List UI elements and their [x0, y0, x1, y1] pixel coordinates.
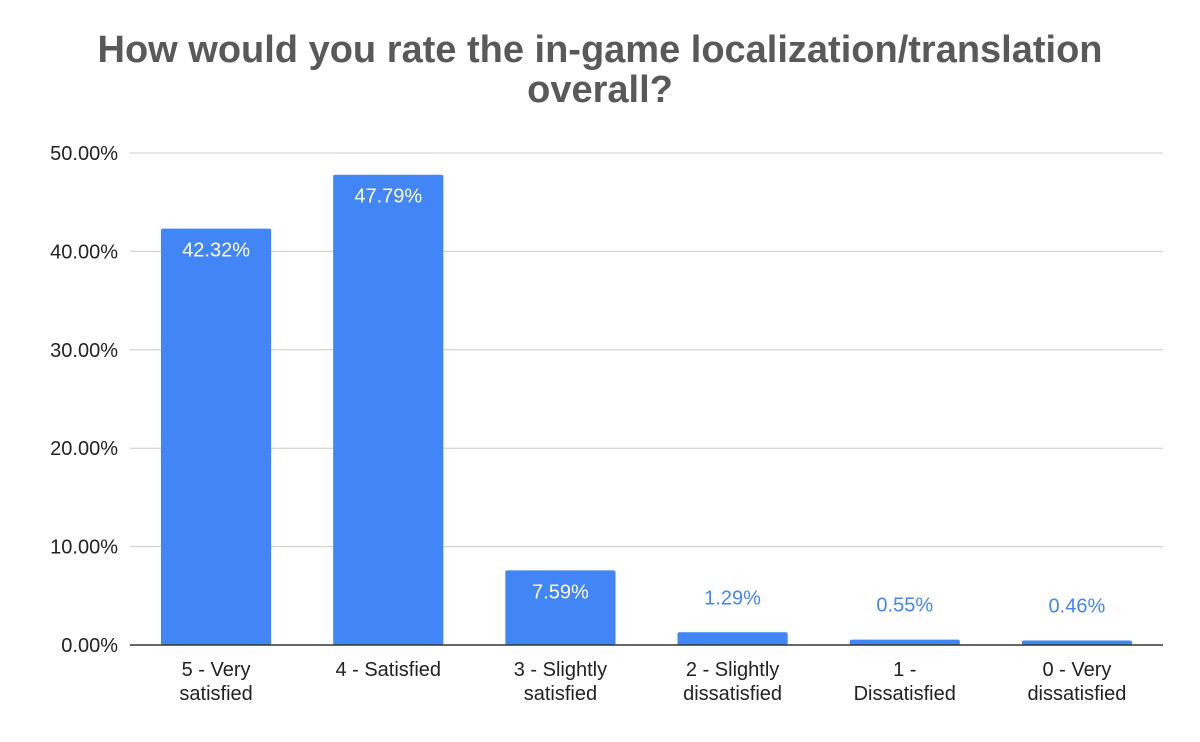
chart-title-line-2: overall?	[527, 69, 673, 111]
data-label: 0.55%	[876, 595, 933, 617]
bar	[849, 639, 960, 645]
x-category-label-line: dissatisfied	[683, 683, 782, 705]
data-label: 42.32%	[182, 240, 250, 262]
data-label: 1.29%	[704, 587, 761, 609]
data-labels: 42.32% 47.79% 7.59% 1.29% 0.55% 0.46%	[182, 186, 1105, 618]
x-category-label-line: 0 - Very	[1042, 659, 1111, 681]
bar	[505, 570, 616, 645]
y-tick-label: 10.00%	[50, 537, 118, 559]
y-axis-tick-labels: 0.00% 10.00% 20.00% 30.00% 40.00% 50.00%	[50, 143, 118, 657]
x-category-label-line: satisfied	[179, 683, 252, 705]
y-tick-label: 20.00%	[50, 438, 118, 460]
data-label: 7.59%	[532, 581, 589, 603]
data-label: 0.46%	[1049, 595, 1106, 617]
bar	[1021, 640, 1133, 645]
x-category-label-line: 2 - Slightly	[686, 659, 779, 681]
x-category-label: 5 - Very satisfied	[179, 659, 252, 705]
x-category-label: 2 - Slightly dissatisfied	[683, 659, 782, 705]
bar	[333, 174, 444, 645]
x-category-label-line: satisfied	[524, 683, 597, 705]
bar	[160, 228, 272, 645]
x-category-label-line: dissatisfied	[1027, 683, 1126, 705]
bars	[160, 174, 1133, 645]
y-tick-label: 40.00%	[50, 241, 118, 263]
x-category-label-line: 4 - Satisfied	[335, 659, 441, 681]
x-category-label-line: Dissatisfied	[854, 683, 956, 705]
y-tick-label: 30.00%	[50, 340, 118, 362]
x-category-label-line: 1 -	[893, 659, 916, 681]
x-category-label-line: 3 - Slightly	[514, 659, 607, 681]
x-category-label: 4 - Satisfied	[335, 659, 441, 681]
bar	[677, 632, 788, 645]
chart-title-line-1: How would you rate the in-game localizat…	[97, 29, 1103, 71]
x-category-label: 1 -Dissatisfied	[854, 659, 956, 705]
x-category-label: 3 - Slightly satisfied	[514, 659, 607, 705]
y-tick-label: 0.00%	[61, 635, 118, 657]
x-category-label: 0 - Very dissatisfied	[1027, 659, 1126, 705]
gridlines	[130, 152, 1163, 548]
y-tick-label: 50.00%	[50, 143, 118, 165]
data-label: 47.79%	[354, 186, 422, 208]
chart-title: How would you rate the in-game localizat…	[0, 30, 1200, 110]
x-category-label-line: 5 - Very	[182, 659, 251, 681]
